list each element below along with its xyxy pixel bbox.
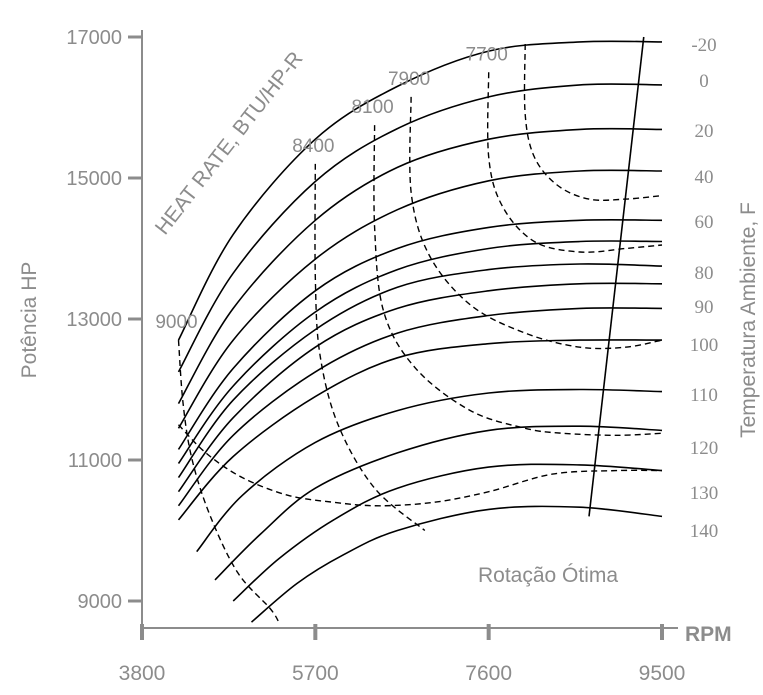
x-tick-label: 9500 [639,662,686,685]
temperature-label: 80 [695,263,714,284]
optimal-speed-label: Rotação Ótima [478,564,618,587]
heat-rate-curve [523,43,663,202]
y-tick-label: 11000 [68,450,122,472]
y-tick-label: 13000 [66,309,122,331]
heat-rate-label: 8400 [292,136,334,157]
heat-rate-label: 7900 [388,69,430,90]
x-axis-title: RPM [685,623,732,646]
temperature-label: 40 [695,167,714,188]
temperature-label: 110 [690,385,718,406]
x-tick-label: 5700 [292,662,339,685]
heat-rate-curves: 9000 8400 8100 7900 7700 [155,36,663,623]
temperature-curve [177,339,663,521]
heat-rate-title: HEAT RATE, BTU/HP-R [151,47,308,239]
temperature-label: 0 [699,71,709,92]
temperature-curve [177,263,663,479]
x-tick-label: 7600 [465,662,512,685]
heat-rate-curve [409,96,663,350]
temperature-curve [214,425,663,581]
temperature-curve [177,127,663,404]
heat-rate-label: 8100 [351,97,393,118]
heat-rate-curve [314,163,426,532]
heat-rate-curve [177,340,280,623]
temperature-curve [177,83,663,373]
temperature-label: 130 [690,483,719,504]
temperature-curve [177,169,663,429]
temperature-label: 90 [695,297,714,318]
temperature-curve [177,282,663,493]
temperature-curve [177,240,663,464]
heat-rate-label: 9000 [155,312,197,333]
temperature-curve [196,388,663,553]
temperature-label: -20 [691,35,716,56]
temperature-curve [177,218,663,450]
temperature-label: 120 [690,438,719,459]
temperature-label: 60 [695,212,714,233]
temperature-curve [177,307,663,507]
temperature-curve [250,505,663,623]
heat-rate-curve [178,424,663,507]
x-tick-label: 3800 [119,662,166,685]
y-axis-title: Potência HP [18,262,41,379]
temperature-curve [232,463,663,602]
chart-axes: 9000 11000 13000 15000 17000 3800 5700 7600 9500 [66,27,685,685]
heat-rate-curve [373,125,663,437]
heat-rate-curve [486,72,663,253]
temperature-curve [177,40,663,341]
optimal-speed-line [588,36,645,517]
right-axis-title: Temperatura Ambiente, F [737,202,760,438]
temperature-label: 20 [695,121,714,142]
performance-curves: -20 0 20 40 60 80 90 100 110 120 130 140 [177,35,719,623]
temperature-label: 100 [690,335,719,356]
y-tick-label: 9000 [78,591,123,613]
heat-rate-label: 7700 [466,44,508,65]
y-tick-label: 15000 [66,168,122,190]
chart-labels: Potência HP Temperatura Ambiente, F RPM … [18,47,760,646]
y-tick-label: 17000 [66,27,122,49]
temperature-label: 140 [690,521,719,542]
